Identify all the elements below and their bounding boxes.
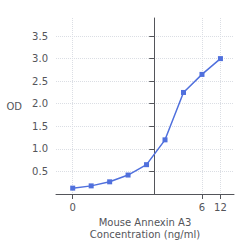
svg-text:1.0: 1.0 <box>32 143 48 154</box>
svg-text:2.0: 2.0 <box>32 98 48 109</box>
svg-text:3.5: 3.5 <box>32 31 48 42</box>
svg-text:OD: OD <box>6 101 22 112</box>
svg-text:3.0: 3.0 <box>32 53 48 64</box>
svg-text:2.5: 2.5 <box>32 76 48 87</box>
svg-text:0: 0 <box>70 202 76 213</box>
svg-text:Mouse Annexin A3: Mouse Annexin A3 <box>99 217 192 228</box>
svg-text:1.5: 1.5 <box>32 121 48 132</box>
svg-text:12: 12 <box>214 202 227 213</box>
svg-text:0.5: 0.5 <box>32 166 48 177</box>
svg-text:6: 6 <box>199 202 205 213</box>
svg-text:Concentration (ng/ml): Concentration (ng/ml) <box>90 229 200 240</box>
